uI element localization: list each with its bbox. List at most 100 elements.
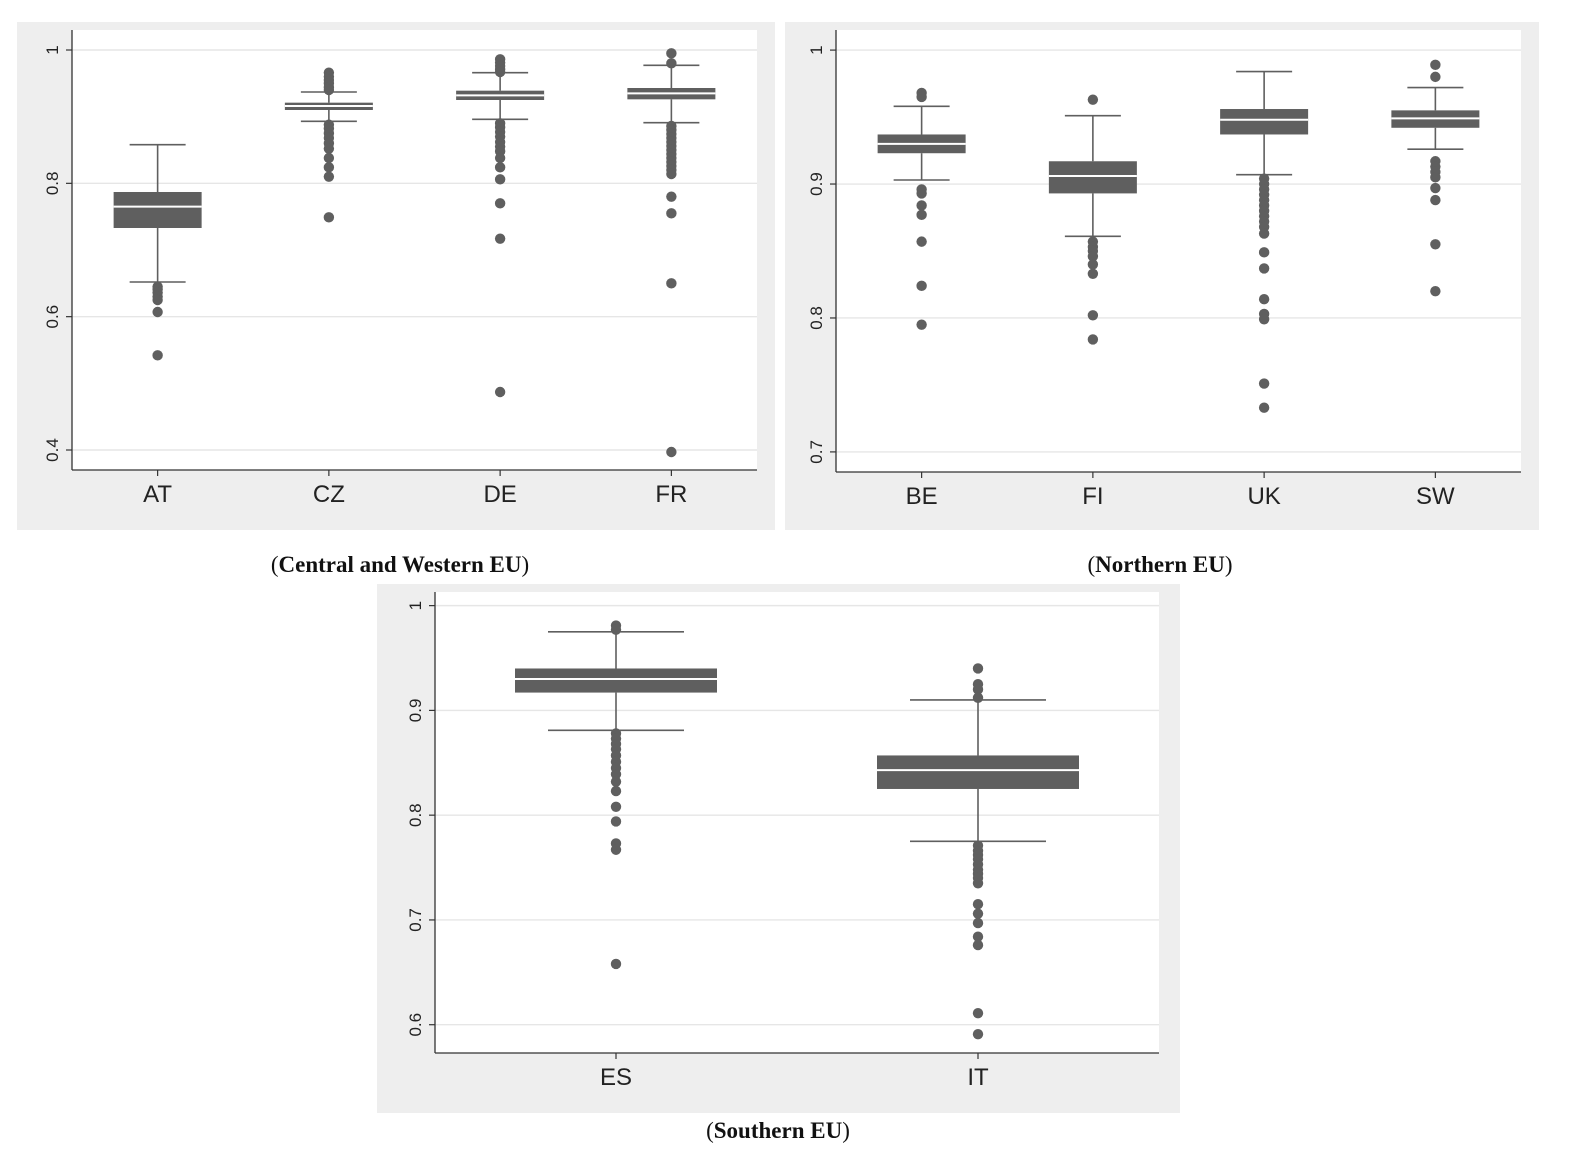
box-fr bbox=[627, 48, 716, 458]
outlier-point bbox=[1087, 334, 1099, 345]
outlier-point bbox=[494, 233, 506, 244]
outlier-point bbox=[610, 801, 622, 812]
y-tick-label: 1 bbox=[43, 45, 62, 54]
outlier-point bbox=[610, 624, 622, 635]
panel-southern: 0.6 0.7 0.8 0.9 1 ES IT bbox=[377, 584, 1180, 1113]
outlier-point bbox=[323, 162, 335, 173]
outlier-point bbox=[1430, 285, 1441, 297]
outlier-point bbox=[610, 816, 622, 827]
outlier-point bbox=[972, 663, 984, 674]
y-tick-label: 1 bbox=[807, 45, 826, 54]
outlier-point bbox=[972, 899, 984, 910]
box-body bbox=[113, 192, 202, 228]
outlier-point bbox=[1430, 59, 1441, 71]
outlier-point bbox=[152, 294, 163, 306]
outlier-point bbox=[323, 152, 335, 164]
outlier-point bbox=[666, 191, 677, 202]
y-tick-label: 0.4 bbox=[43, 438, 62, 462]
outlier-point bbox=[1087, 94, 1099, 105]
outlier-point bbox=[494, 174, 506, 185]
y-tick-label: 0.6 bbox=[43, 305, 62, 329]
outlier-point bbox=[916, 209, 927, 221]
box-body bbox=[877, 755, 1079, 789]
caption-central-western: (Central and Western EU) bbox=[270, 552, 530, 577]
box-uk bbox=[1220, 70, 1309, 413]
outlier-point bbox=[1258, 294, 1270, 305]
plot-area bbox=[435, 592, 1159, 1053]
plot-area bbox=[836, 30, 1521, 472]
outlier-point bbox=[152, 350, 163, 361]
outlier-point bbox=[323, 171, 335, 182]
box-cz bbox=[284, 67, 373, 223]
outlier-point bbox=[916, 280, 927, 292]
boxplot-northern: 0.7 0.8 0.9 1 BE FI UK SW bbox=[807, 30, 1521, 510]
box-be bbox=[877, 87, 966, 330]
outlier-point bbox=[666, 168, 677, 180]
outlier-point bbox=[1430, 194, 1441, 206]
outlier-point bbox=[1430, 71, 1441, 83]
outlier-point bbox=[323, 143, 335, 154]
y-tick-label: 0.6 bbox=[406, 1013, 425, 1037]
box-body bbox=[515, 668, 717, 693]
outlier-point bbox=[666, 278, 677, 289]
box-at bbox=[113, 143, 202, 361]
outlier-point bbox=[1087, 310, 1099, 321]
outlier-point bbox=[1087, 251, 1099, 262]
boxplot-central-western: 0.4 0.6 0.8 1 AT CZ DE FR bbox=[43, 30, 757, 508]
outlier-point bbox=[1087, 259, 1099, 270]
outlier-point bbox=[1258, 263, 1270, 274]
outlier-point bbox=[494, 152, 506, 164]
box-body bbox=[1048, 161, 1137, 194]
outlier-point bbox=[666, 48, 677, 59]
outlier-point bbox=[972, 908, 984, 919]
outlier-point bbox=[916, 200, 927, 211]
outlier-point bbox=[972, 1028, 984, 1040]
y-tick-label: 1 bbox=[406, 601, 425, 610]
x-tick-label: UK bbox=[1247, 483, 1280, 510]
x-tick-label: DE bbox=[483, 481, 516, 508]
x-tick-label: IT bbox=[967, 1064, 989, 1091]
outlier-point bbox=[323, 84, 335, 96]
outlier-point bbox=[666, 446, 677, 458]
outlier-point bbox=[1430, 239, 1441, 250]
outlier-point bbox=[972, 692, 984, 704]
outlier-point bbox=[494, 386, 506, 398]
caption-northern: (Northern EU) bbox=[1087, 552, 1233, 577]
x-tick-label: BE bbox=[906, 483, 938, 510]
y-tick-label: 0.7 bbox=[807, 440, 826, 464]
box-es bbox=[515, 620, 717, 970]
panel-central-western: 0.4 0.6 0.8 1 AT CZ DE FR bbox=[17, 22, 775, 530]
box-it bbox=[877, 663, 1079, 1040]
panel-northern: 0.7 0.8 0.9 1 BE FI UK SW bbox=[785, 22, 1539, 530]
outlier-point bbox=[1258, 314, 1270, 325]
y-tick-label: 0.8 bbox=[807, 306, 826, 330]
box-body bbox=[1220, 109, 1309, 135]
outlier-point bbox=[1258, 247, 1270, 258]
outlier-point bbox=[1430, 182, 1441, 194]
outlier-point bbox=[972, 1007, 984, 1019]
box-sw bbox=[1391, 59, 1480, 297]
x-tick-label: FI bbox=[1082, 483, 1103, 510]
x-tick-label: CZ bbox=[313, 481, 345, 508]
x-tick-label: ES bbox=[600, 1064, 632, 1091]
outlier-point bbox=[1087, 268, 1099, 279]
y-tick-label: 0.8 bbox=[406, 803, 425, 827]
outlier-point bbox=[916, 319, 927, 330]
plot-area bbox=[72, 30, 757, 470]
boxplot-southern: 0.6 0.7 0.8 0.9 1 ES IT bbox=[406, 592, 1159, 1091]
outlier-point bbox=[916, 188, 927, 199]
outlier-point bbox=[323, 212, 335, 223]
outlier-point bbox=[152, 306, 163, 318]
outlier-point bbox=[494, 162, 506, 173]
outlier-point bbox=[1430, 172, 1441, 183]
outlier-point bbox=[972, 939, 984, 951]
caption-southern: (Southern EU) bbox=[706, 1118, 850, 1143]
outlier-point bbox=[972, 917, 984, 929]
outlier-point bbox=[972, 878, 984, 889]
y-tick-label: 0.9 bbox=[807, 172, 826, 196]
outlier-point bbox=[972, 931, 984, 942]
outlier-point bbox=[666, 58, 677, 69]
box-de bbox=[456, 54, 545, 398]
outlier-point bbox=[972, 684, 984, 695]
x-tick-label: AT bbox=[143, 481, 172, 508]
